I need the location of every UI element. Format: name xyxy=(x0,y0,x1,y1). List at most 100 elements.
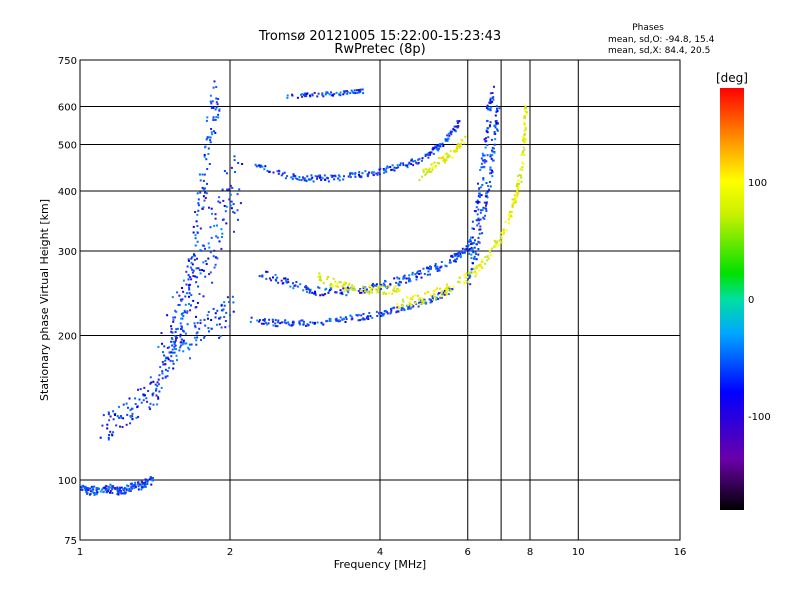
data-point xyxy=(144,478,147,481)
data-point xyxy=(283,171,286,174)
data-point xyxy=(492,147,495,150)
data-point xyxy=(299,283,302,286)
data-point xyxy=(211,100,214,103)
data-point xyxy=(362,285,364,288)
data-point xyxy=(118,486,121,489)
data-point xyxy=(185,270,188,273)
data-point xyxy=(475,267,478,270)
data-point xyxy=(188,283,191,286)
data-point xyxy=(166,369,169,372)
data-point xyxy=(439,143,442,146)
data-point xyxy=(380,311,383,314)
data-point xyxy=(354,175,357,178)
data-point xyxy=(83,485,86,488)
data-point xyxy=(348,282,351,285)
data-point xyxy=(426,170,429,173)
data-point xyxy=(471,227,474,230)
data-point xyxy=(143,485,146,488)
data-point xyxy=(277,172,280,175)
data-points xyxy=(80,80,528,496)
data-point xyxy=(470,236,472,239)
data-point xyxy=(85,487,88,489)
data-point xyxy=(472,227,475,230)
data-point xyxy=(493,85,495,88)
data-point xyxy=(147,390,150,392)
data-point xyxy=(429,153,431,156)
data-point xyxy=(523,115,526,118)
data-point xyxy=(419,299,422,302)
data-point xyxy=(89,487,92,490)
data-point xyxy=(362,313,365,315)
data-point xyxy=(459,256,462,259)
data-point xyxy=(205,119,208,122)
data-point xyxy=(461,247,464,250)
data-point xyxy=(481,258,484,261)
data-point xyxy=(258,164,261,167)
data-point xyxy=(386,165,389,168)
data-point xyxy=(516,194,519,197)
colorbar-tick-label: 0 xyxy=(748,295,754,306)
data-point xyxy=(274,319,277,322)
data-point xyxy=(471,271,474,274)
data-point xyxy=(290,176,293,179)
data-point xyxy=(343,91,346,94)
data-point xyxy=(358,89,361,92)
data-point xyxy=(182,341,185,344)
data-point xyxy=(437,293,440,296)
data-point xyxy=(144,394,146,397)
data-point xyxy=(194,275,197,278)
data-point xyxy=(94,492,97,495)
data-point xyxy=(209,271,212,274)
data-point xyxy=(241,163,244,165)
data-point xyxy=(218,108,221,111)
data-point xyxy=(231,295,234,298)
data-point xyxy=(199,322,202,325)
data-point xyxy=(160,386,163,389)
data-point xyxy=(366,315,369,317)
data-point xyxy=(453,253,456,256)
data-point xyxy=(486,144,489,146)
data-point xyxy=(448,287,451,290)
data-point xyxy=(141,481,144,483)
data-point xyxy=(405,281,408,284)
data-point xyxy=(308,291,311,294)
data-point xyxy=(432,146,435,149)
data-point xyxy=(112,418,115,421)
data-point xyxy=(375,284,378,287)
data-point xyxy=(478,219,481,222)
data-point xyxy=(232,203,235,206)
data-point xyxy=(419,302,422,305)
data-point xyxy=(397,166,400,169)
data-point xyxy=(185,283,188,286)
data-point xyxy=(407,277,410,280)
data-point xyxy=(395,281,398,284)
data-point xyxy=(83,487,86,490)
data-point xyxy=(470,268,473,271)
data-point xyxy=(283,277,286,280)
data-point xyxy=(284,319,287,322)
data-point xyxy=(396,288,399,291)
data-point xyxy=(489,153,492,156)
data-point xyxy=(286,281,288,284)
data-point xyxy=(434,145,437,148)
data-point xyxy=(445,265,448,268)
data-point xyxy=(166,375,169,378)
data-point xyxy=(109,483,112,486)
data-point xyxy=(137,488,140,491)
data-point xyxy=(456,120,459,123)
data-point xyxy=(364,170,367,173)
data-point xyxy=(215,116,218,119)
data-point xyxy=(229,193,232,196)
data-point xyxy=(337,174,340,177)
data-point xyxy=(285,279,287,282)
data-point xyxy=(363,291,366,294)
data-point xyxy=(440,261,443,263)
data-point xyxy=(359,288,362,290)
data-point xyxy=(463,142,466,145)
data-point xyxy=(204,197,207,199)
data-point xyxy=(228,325,231,328)
data-point xyxy=(204,260,207,263)
data-point xyxy=(220,326,223,329)
data-point xyxy=(301,93,304,96)
data-point xyxy=(215,235,218,238)
